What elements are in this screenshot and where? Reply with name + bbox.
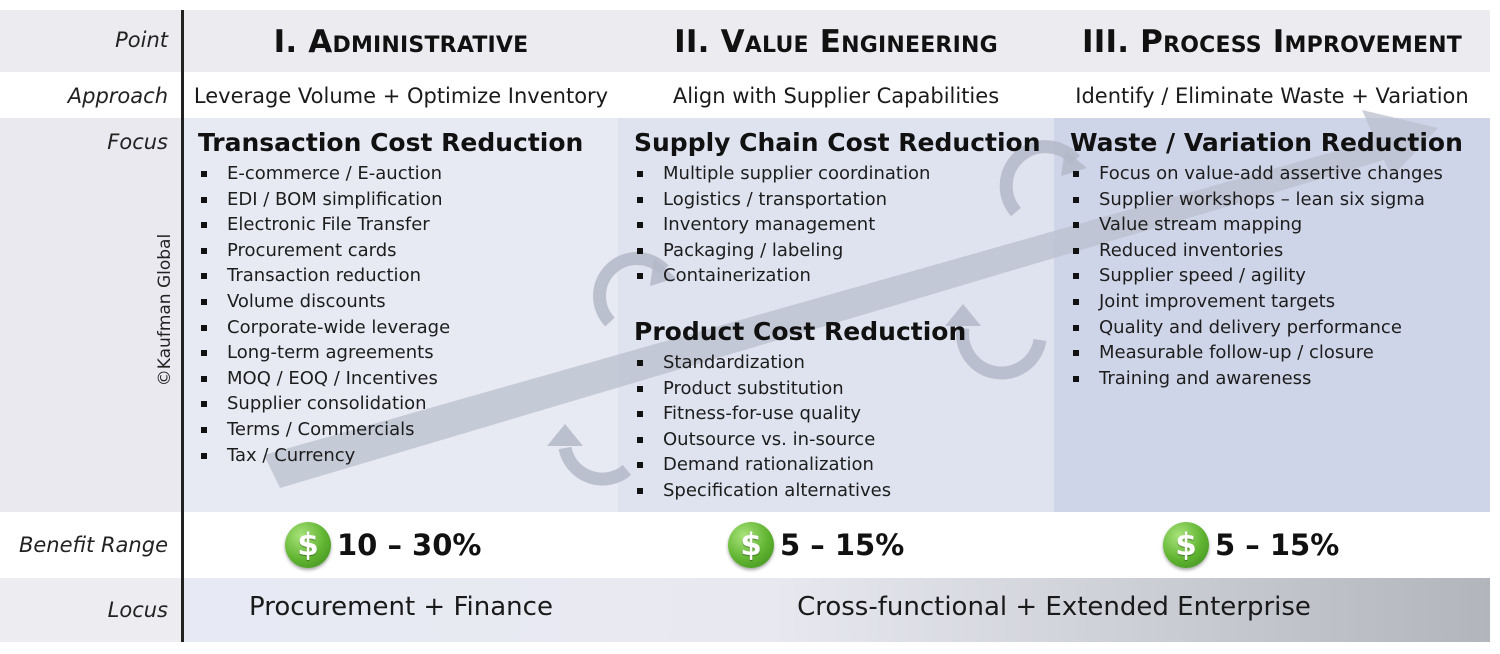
focus-list-item: Value stream mapping [1070, 212, 1443, 238]
focus-list-item: Product substitution [634, 376, 891, 402]
focus-list-item: Tax / Currency [198, 443, 450, 469]
cycle-arrowhead-2 [650, 258, 676, 286]
cycle-arrowhead-4 [1061, 150, 1087, 176]
cycle-arrow-3 [956, 327, 1047, 380]
focus-list-item: Terms / Commercials [198, 417, 450, 443]
focus-list-waste-variation: Focus on value-add assertive changes Supp… [1070, 161, 1443, 391]
cycle-arrow-4 [999, 140, 1080, 217]
focus-list-product-cost: Standardization Product substitution Fitne… [634, 350, 891, 504]
focus-list-item: Supplier speed / agility [1070, 263, 1443, 289]
locus-extended-enterprise: Cross-functional + Extended Enterprise [797, 592, 1311, 622]
focus-heading-transaction-cost: Transaction Cost Reduction [198, 128, 584, 157]
point-row-background [0, 10, 1490, 72]
focus-list-item: Fitness-for-use quality [634, 401, 891, 427]
focus-list-item: Standardization [634, 350, 891, 376]
focus-list-item: Volume discounts [198, 289, 450, 315]
row-label-benefit-range: Benefit Range [18, 533, 168, 557]
focus-list-item: Electronic File Transfer [198, 212, 450, 238]
focus-heading-supply-chain-cost: Supply Chain Cost Reduction [634, 128, 1041, 157]
row-label-approach: Approach [67, 84, 168, 108]
approach-administrative: Leverage Volume + Optimize Inventory [193, 84, 609, 108]
locus-gradient [184, 578, 1490, 642]
column-title-administrative: I. Administrative [273, 24, 529, 60]
row-label-focus: Focus [107, 130, 168, 154]
focus-list-item: Joint improvement targets [1070, 289, 1443, 315]
focus-list-item: Specification alternatives [634, 478, 891, 504]
cycle-arrow-1 [558, 446, 632, 486]
focus-list-item: Measurable follow-up / closure [1070, 340, 1443, 366]
benefit-value-engineering: $ 5 – 15% [728, 518, 904, 572]
focus-list-item: Focus on value-add assertive changes [1070, 161, 1443, 187]
focus-list-supply-chain-cost: Multiple supplier coordination Logistics … [634, 161, 930, 289]
focus-list-item: Packaging / labeling [634, 238, 930, 264]
cycle-arrowhead-3 [945, 304, 981, 326]
focus-list-item: Training and awareness [1070, 366, 1443, 392]
approach-row-background [0, 72, 1490, 118]
benefit-administrative: $ 10 – 30% [285, 518, 481, 572]
focus-list-item: Procurement cards [198, 238, 450, 264]
benefit-value: 10 – 30% [337, 528, 482, 562]
focus-list-item: MOQ / EOQ / Incentives [198, 366, 450, 392]
focus-list-item: Logistics / transportation [634, 187, 930, 213]
progression-arrow [264, 110, 1438, 488]
benefit-process-improvement: $ 5 – 15% [1163, 518, 1339, 572]
cycle-arrow-2 [593, 252, 669, 327]
benefit-value: 5 – 15% [780, 528, 905, 562]
approach-value-engineering: Align with Supplier Capabilities [672, 84, 1000, 108]
row-label-divider [181, 10, 184, 642]
dollar-coin-icon: $ [285, 522, 331, 568]
row-label-locus: Locus [107, 598, 168, 622]
benefit-value: 5 – 15% [1215, 528, 1340, 562]
column-title-value-engineering: II. Value Engineering [674, 24, 998, 60]
locus-administrative: Procurement + Finance [249, 592, 553, 622]
focus-list-item: Demand rationalization [634, 452, 891, 478]
focus-list-item: E-commerce / E-auction [198, 161, 450, 187]
focus-list-item: Multiple supplier coordination [634, 161, 930, 187]
dollar-coin-icon: $ [1163, 522, 1209, 568]
focus-list-item: Long-term agreements [198, 340, 450, 366]
dollar-coin-icon: $ [728, 522, 774, 568]
column-title-process-improvement: III. Process Improvement [1082, 24, 1462, 60]
copyright-notice: ©Kaufman Global [155, 233, 175, 387]
focus-list-item: Containerization [634, 263, 930, 289]
focus-list-item: Transaction reduction [198, 263, 450, 289]
focus-list-item: Quality and delivery performance [1070, 315, 1443, 341]
focus-list-item: Supplier consolidation [198, 391, 450, 417]
focus-list-item: Corporate-wide leverage [198, 315, 450, 341]
focus-heading-waste-variation: Waste / Variation Reduction [1070, 128, 1463, 157]
approach-process-improvement: Identify / Eliminate Waste + Variation [1075, 84, 1469, 108]
focus-list-item: EDI / BOM simplification [198, 187, 450, 213]
focus-list-item: Inventory management [634, 212, 930, 238]
focus-list-item: Outsource vs. in-source [634, 427, 891, 453]
focus-list-transaction-cost: E-commerce / E-auction EDI / BOM simplifi… [198, 161, 450, 468]
focus-heading-product-cost: Product Cost Reduction [634, 317, 967, 346]
row-label-point: Point [115, 28, 168, 52]
focus-list-item: Supplier workshops – lean six sigma [1070, 187, 1443, 213]
cycle-arrowhead-1 [547, 424, 583, 446]
focus-list-item: Reduced inventories [1070, 238, 1443, 264]
